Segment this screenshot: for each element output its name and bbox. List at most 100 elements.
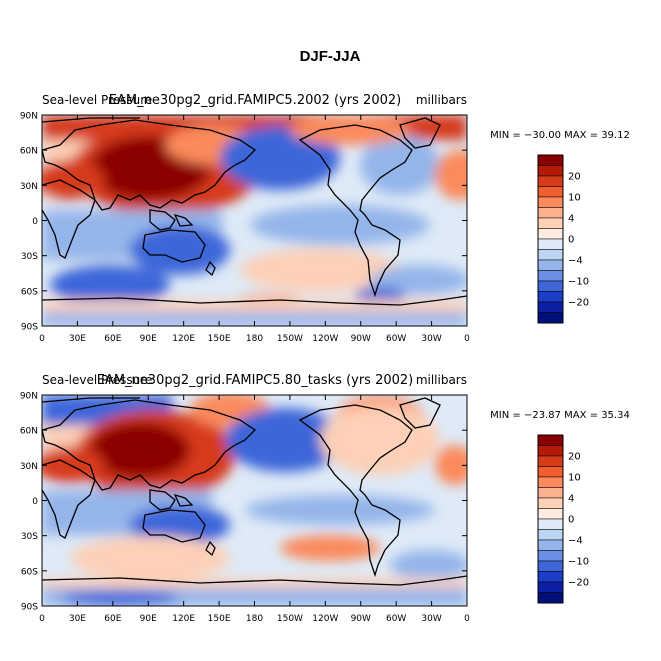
panel-2-min-max: MIN = −23.87 MAX = 35.34	[490, 410, 630, 421]
coastline	[298, 404, 413, 578]
colorbar-label: 4	[568, 494, 574, 505]
colorbar-swatch	[537, 249, 564, 261]
panel-1-units: millibars	[416, 93, 467, 107]
coastline	[42, 179, 96, 259]
panel-1-coastlines	[42, 117, 467, 306]
x-tick-label: 30E	[69, 334, 86, 344]
x-tick-label: 0	[39, 334, 45, 344]
x-tick-label: 30W	[421, 334, 441, 344]
colorbar-swatch	[537, 291, 564, 303]
panel-2-x-axis: 0 30E 60E 90E 120E 150E 180 150W 120W 90W 60W 30W 0	[39, 395, 470, 624]
x-tick-label: 120W	[312, 614, 338, 624]
colorbar-swatch	[537, 175, 564, 187]
colorbar-label: 0	[568, 515, 574, 526]
coastline	[149, 489, 176, 511]
panel-2-coastlines	[42, 397, 467, 586]
x-tick-label: 60W	[386, 334, 406, 344]
panel-2-colorbar: 20 10 4 0 −4 −10 −20	[537, 434, 589, 604]
panel-2-map	[42, 395, 467, 606]
field-region	[250, 205, 430, 245]
x-tick-label: 90E	[140, 334, 157, 344]
coastline	[42, 397, 140, 403]
colorbar-swatch	[537, 217, 564, 229]
x-tick-label: 0	[464, 334, 470, 344]
colorbar-label: −4	[568, 256, 583, 267]
colorbar-swatch	[537, 445, 564, 457]
colorbar-label: 4	[568, 214, 574, 225]
panel-1-map	[42, 115, 467, 326]
field-region	[70, 536, 230, 580]
x-tick-label: 180	[246, 334, 263, 344]
field-region	[435, 445, 467, 485]
field-region	[50, 265, 170, 305]
colorbar-swatch	[537, 497, 564, 509]
field-region	[42, 447, 105, 483]
panel-2: Sea-level Pressure EAM_ne30pg2_grid.FAMI…	[20, 373, 630, 624]
coastline	[173, 213, 194, 227]
x-tick-label: 120E	[172, 334, 195, 344]
x-tick-label: 0	[464, 614, 470, 624]
field-region	[60, 590, 180, 606]
field-region	[280, 535, 380, 561]
y-tick-label: 0	[32, 497, 38, 507]
colorbar-swatch	[537, 259, 564, 271]
field-region	[240, 248, 400, 292]
colorbar-swatch	[537, 487, 564, 499]
coastline	[205, 540, 216, 557]
colorbar-label: −20	[568, 578, 589, 589]
colorbar-swatch	[537, 280, 564, 292]
colorbar-swatch	[537, 560, 564, 572]
x-tick-label: 120E	[172, 614, 195, 624]
field-region	[290, 115, 410, 145]
panel-1-x-axis: 0 30E 60E 90E 120E 150E 180 150W 120W 90W 60W 30W 0	[39, 115, 470, 344]
field-region	[42, 300, 467, 312]
x-tick-label: 90W	[351, 334, 371, 344]
field-region	[90, 422, 190, 478]
colorbar-swatch	[537, 228, 564, 240]
x-tick-label: 150W	[277, 334, 303, 344]
x-tick-label: 0	[39, 614, 45, 624]
y-tick-label: 90N	[20, 392, 38, 402]
y-tick-label: 60S	[21, 567, 38, 577]
x-tick-label: 150E	[208, 614, 231, 624]
colorbar-swatch	[537, 154, 564, 166]
field-region	[390, 550, 467, 580]
panel-1-center-title: EAM_ne30pg2_grid.FAMIPC5.2002 (yrs 2002)	[109, 93, 401, 108]
colorbar-frame	[537, 434, 564, 604]
x-tick-label: 150W	[277, 614, 303, 624]
field-region	[130, 225, 230, 275]
colorbar-frame	[537, 154, 564, 324]
field-region	[435, 150, 467, 200]
colorbar-swatch	[537, 539, 564, 551]
panel-2-left-title: Sea-level Pressure	[42, 373, 152, 387]
colorbar-swatch	[537, 301, 564, 313]
coastline	[42, 459, 96, 539]
panel-2-center-title: EAM_ne30pg2_grid.FAMIPC5.80_tasks (yrs 2…	[97, 373, 414, 388]
colorbar-swatch	[537, 196, 564, 208]
colorbar-swatch	[537, 455, 564, 467]
colorbar-swatch	[537, 571, 564, 583]
coastline	[298, 124, 413, 298]
y-tick-label: 60N	[20, 147, 38, 157]
x-tick-label: 120W	[312, 334, 338, 344]
coastline	[42, 117, 140, 123]
x-tick-label: 30E	[69, 614, 86, 624]
coastline	[142, 229, 206, 263]
x-tick-label: 180	[246, 614, 263, 624]
colorbar-label: 0	[568, 235, 574, 246]
panel-1-min-max: MIN = −30.00 MAX = 39.12	[490, 130, 630, 141]
panel-1: Sea-level Pressure EAM_ne30pg2_grid.FAMI…	[20, 93, 630, 344]
colorbar-swatch	[537, 581, 564, 593]
colorbar-label: −4	[568, 536, 583, 547]
panel-2-y-axis: 90N 60N 30N 0 30S 60S 90S	[20, 392, 467, 613]
colorbar-label: 10	[568, 193, 581, 204]
coastline	[42, 119, 257, 211]
y-tick-label: 60S	[21, 287, 38, 297]
coastline	[42, 295, 467, 306]
coastline	[142, 509, 206, 543]
field-region	[225, 408, 345, 472]
coastline	[149, 209, 176, 231]
y-tick-label: 30N	[20, 462, 38, 472]
panel-2-units: millibars	[416, 373, 467, 387]
y-tick-label: 30S	[21, 532, 38, 542]
